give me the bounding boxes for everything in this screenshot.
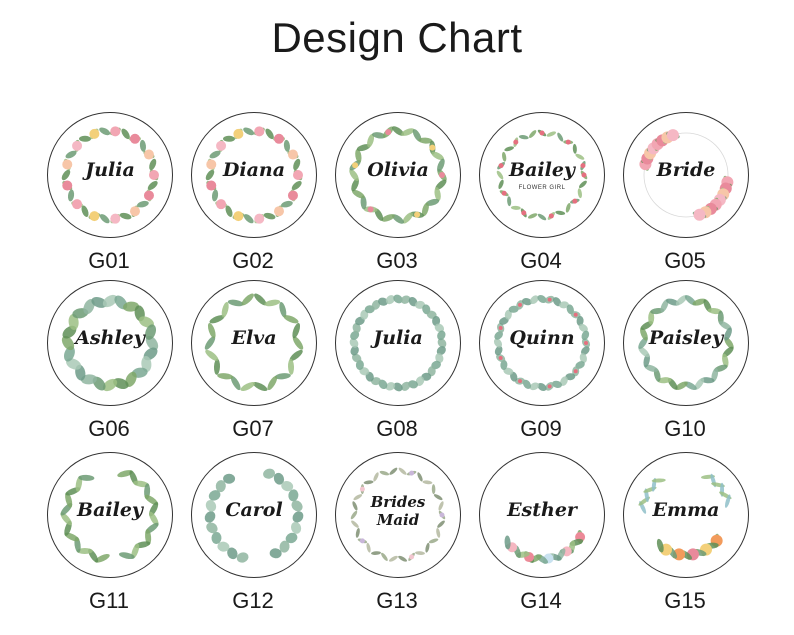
design-code: G03 [376, 248, 418, 273]
wreath-illustration [493, 294, 591, 392]
design-sticker: Bailey [47, 452, 173, 578]
sticker-name: Bailey [77, 499, 143, 521]
sticker-name: Diana [222, 159, 286, 181]
design-code: G13 [376, 588, 418, 613]
sticker-name: Julia [373, 327, 423, 349]
design-sticker: Esther [479, 452, 605, 578]
design-code: G09 [520, 416, 562, 441]
sticker-name: Emma [652, 499, 720, 521]
wreath-illustration [204, 293, 304, 392]
design-sticker: Paisley [623, 280, 749, 406]
design-sticker: Elva [191, 280, 317, 406]
wreath-illustration [638, 473, 732, 561]
sticker-subtitle: FLOWER GIRL [518, 185, 566, 191]
wreath-illustration [204, 468, 304, 563]
design-code: G04 [520, 248, 562, 273]
design-sticker: Olivia [335, 112, 461, 238]
sticker-name: Olivia [367, 159, 429, 181]
design-code: G06 [88, 416, 130, 441]
design-code: G11 [89, 588, 129, 613]
design-sticker: Carol [191, 452, 317, 578]
design-sticker: Diana [191, 112, 317, 238]
wreath-illustration [639, 129, 734, 221]
design-sticker: Bailey FLOWER GIRL [479, 112, 605, 238]
sticker-name: Brides Maid [370, 493, 426, 529]
wreath-illustration [60, 470, 159, 563]
wreath-illustration [61, 126, 159, 224]
design-sticker: Julia [47, 112, 173, 238]
design-sticker: Julia [335, 280, 461, 406]
sticker-name: Elva [231, 327, 277, 349]
wreath-illustration [349, 294, 447, 392]
wreath-illustration [350, 467, 446, 562]
sticker-name: Ashley [75, 327, 145, 349]
wreath-illustration [504, 530, 586, 564]
design-code: G12 [232, 588, 274, 613]
sticker-name: Bailey [509, 159, 575, 181]
design-sticker: Bride [623, 112, 749, 238]
sticker-name: Julia [85, 159, 135, 181]
wreath-illustration [349, 126, 447, 224]
design-code: G14 [520, 588, 562, 613]
design-sticker: Quinn [479, 280, 605, 406]
design-sticker: Brides Maid [335, 452, 461, 578]
wreath-illustration [638, 295, 734, 391]
design-code: G02 [232, 248, 274, 273]
design-code: G10 [664, 416, 706, 441]
sticker-name: Paisley [648, 327, 724, 349]
sticker-name: Bride [656, 159, 716, 181]
sticker-name: Quinn [509, 327, 575, 349]
design-code: G05 [664, 248, 706, 273]
design-code: G08 [376, 416, 418, 441]
page-title: Design Chart [271, 14, 523, 61]
wreath-illustration [205, 126, 303, 224]
design-code: G01 [88, 248, 130, 273]
wreath-illustration [61, 294, 159, 392]
sticker-name: Carol [225, 499, 283, 521]
design-sticker: Ashley [47, 280, 173, 406]
sticker-name: Esther [507, 499, 577, 521]
design-sticker: Emma [623, 452, 749, 578]
design-code: G07 [232, 416, 274, 441]
design-code: G15 [664, 588, 706, 613]
wreath-illustration [496, 129, 588, 221]
